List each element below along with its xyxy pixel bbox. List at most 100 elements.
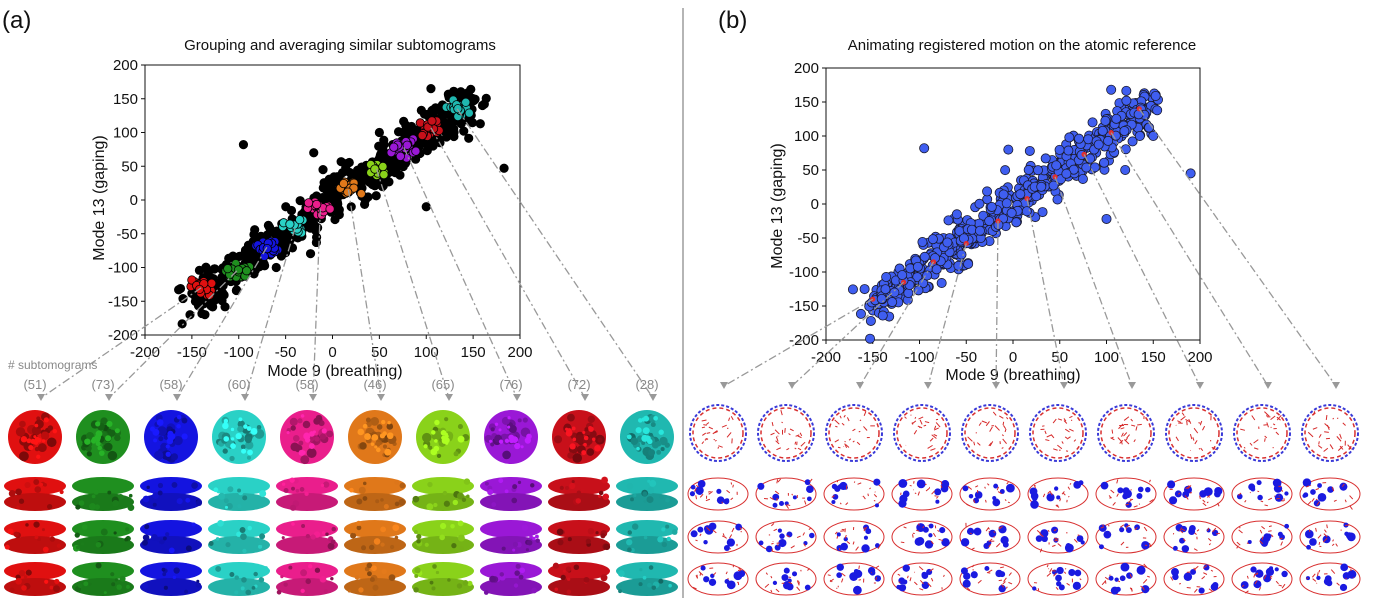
density-side-view [72,477,134,495]
dna-backbone [1240,581,1249,589]
dna-backbone [1304,529,1314,539]
dna-backbone [1250,566,1257,573]
y-tick-label: 150 [794,94,819,111]
density-texture [452,499,459,506]
density-texture [21,585,27,591]
density-texture [193,542,199,548]
density-texture [289,417,298,426]
density-texture [300,569,308,577]
outlier-point [459,126,469,136]
density-texture [587,527,595,535]
density-side-view [412,562,474,580]
scatter-point [943,215,954,226]
protein-helix [1134,527,1138,531]
density-texture [246,455,252,460]
scatter-point [321,184,331,194]
density-texture [215,566,222,572]
scatter-point [305,249,316,259]
density-texture [648,565,654,570]
protein-helix [1202,425,1206,431]
scatter-point [1011,217,1022,228]
subtomogram-count: (58) [295,377,318,392]
density-texture [601,476,609,484]
protein-helix [699,533,702,537]
dna-backbone [924,540,934,549]
density-texture [74,532,80,538]
dna-backbone [1339,583,1348,592]
density-texture [659,494,664,499]
outlier-point [238,140,249,150]
scatter-point [399,116,409,126]
density-texture [648,449,656,457]
density-texture [290,442,300,452]
scatter-point [865,333,876,344]
density-texture [369,544,375,551]
density-texture [196,579,200,583]
dna-backbone [781,574,789,582]
density-texture [15,488,22,496]
group-point [343,187,353,197]
protein-helix [1335,543,1338,547]
dna-backbone [1277,531,1283,537]
scatter-point [1015,189,1026,200]
dna-backbone [1303,492,1309,498]
density-texture [146,485,150,490]
density-highlight [582,430,586,435]
density-texture [560,574,566,581]
dna-backbone [998,584,1006,593]
protein-helix [1344,524,1349,527]
protein-helix [1126,434,1130,439]
scatter-point [982,186,993,197]
density-texture [617,584,623,589]
density-texture [215,537,220,541]
density-texture [380,526,387,533]
protein-helix [808,527,812,530]
density-highlight [588,426,593,430]
protein-helix [1055,586,1059,590]
density-texture [416,533,422,540]
protein-helix [1005,586,1008,589]
protein-helix [1198,422,1201,424]
density-texture [49,585,54,590]
density-highlight [387,420,391,425]
protein-helix [1185,418,1191,423]
dna-backbone [806,496,812,502]
density-texture [218,492,226,500]
density-texture [16,505,20,510]
protein-helix [1104,576,1109,580]
density-texture [80,542,85,546]
protein-helix [701,419,707,422]
protein-helix [1052,544,1056,547]
density-highlight [494,422,499,426]
protein-helix [922,525,925,529]
density-texture [298,440,304,446]
protein-helix [797,447,802,451]
dna-backbone [1306,544,1311,550]
protein-helix [1199,495,1201,500]
density-texture [33,479,40,485]
protein-helix [1268,497,1273,501]
protein-helix [1326,524,1328,529]
protein-helix [1251,415,1256,421]
dna-backbone [809,532,815,539]
density-texture [422,432,432,443]
dna-backbone [1309,538,1317,546]
density-texture [142,495,150,503]
protein-helix [988,531,990,533]
protein-helix [775,440,780,445]
density-highlight [34,423,39,428]
protein-helix [875,577,878,581]
density-texture [166,457,171,462]
protein-helix [1184,495,1189,500]
outlier-point [1106,84,1117,95]
protein-helix [1278,495,1280,497]
protein-helix [1236,545,1239,549]
protein-helix [835,425,838,428]
density-highlight [230,443,236,449]
protein-helix [877,544,881,550]
density-highlight [156,419,164,426]
group-point [356,189,366,199]
scatter-point [197,308,207,319]
dna-backbone [772,502,778,508]
protein-helix [728,417,731,422]
